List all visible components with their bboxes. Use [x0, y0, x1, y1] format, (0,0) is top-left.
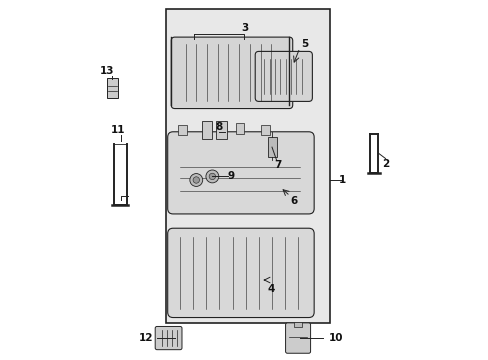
Text: 3: 3	[241, 23, 247, 33]
FancyBboxPatch shape	[155, 327, 182, 350]
FancyBboxPatch shape	[167, 228, 313, 318]
Bar	[178, 125, 187, 135]
Circle shape	[189, 174, 203, 186]
Bar	[235, 123, 244, 134]
Text: 9: 9	[227, 171, 234, 181]
Text: 4: 4	[267, 284, 274, 294]
Bar	[260, 125, 269, 135]
Text: 11: 11	[110, 125, 124, 135]
Text: 7: 7	[274, 159, 282, 170]
Text: 12: 12	[139, 333, 153, 343]
FancyBboxPatch shape	[285, 323, 310, 353]
Text: 6: 6	[289, 196, 297, 206]
Text: 1: 1	[338, 175, 346, 185]
FancyBboxPatch shape	[171, 37, 292, 109]
Bar	[267, 137, 276, 157]
FancyBboxPatch shape	[255, 51, 312, 102]
Bar	[216, 121, 226, 139]
Circle shape	[205, 170, 218, 183]
Circle shape	[209, 173, 215, 180]
Circle shape	[193, 177, 199, 183]
Text: 10: 10	[328, 333, 342, 343]
Bar	[293, 322, 302, 327]
Bar	[201, 121, 212, 139]
FancyBboxPatch shape	[167, 132, 313, 214]
Text: 5: 5	[300, 39, 307, 49]
Bar	[107, 78, 118, 98]
Bar	[165, 9, 329, 323]
Text: 8: 8	[215, 122, 223, 132]
Text: 2: 2	[381, 159, 388, 169]
Text: 13: 13	[100, 66, 114, 76]
